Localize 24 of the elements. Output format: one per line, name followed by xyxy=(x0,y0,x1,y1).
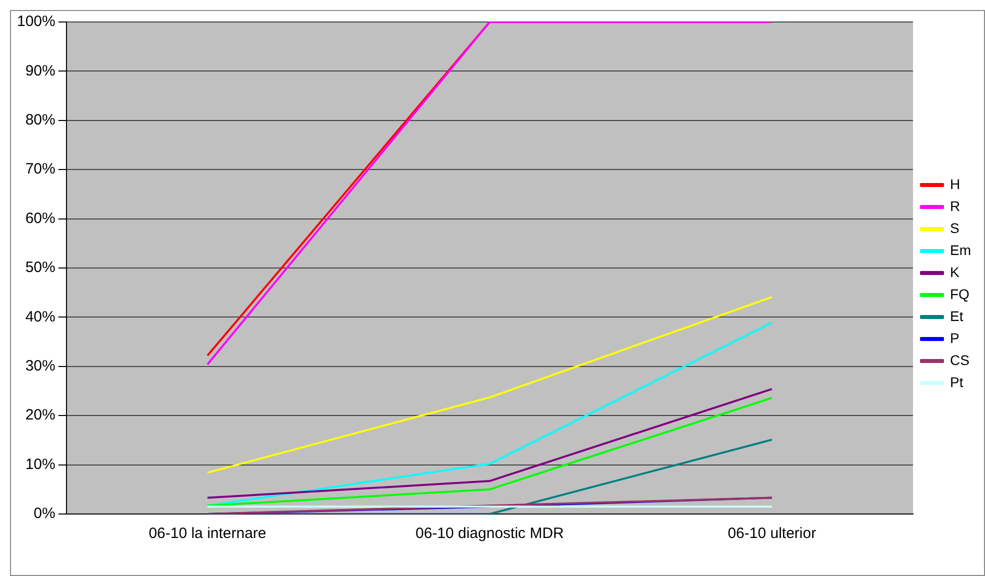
y-tick-label: 100% xyxy=(16,13,56,30)
legend-label: Et xyxy=(950,308,964,324)
legend-label: FQ xyxy=(950,286,970,302)
y-tick-label: 40% xyxy=(25,308,56,326)
y-tick-label: 30% xyxy=(25,358,56,375)
legend-label: CS xyxy=(950,352,970,368)
legend-label: Pt xyxy=(950,374,964,390)
x-tick-label: 06-10 la internare xyxy=(148,525,266,542)
legend-label: Em xyxy=(950,242,971,258)
legend-label: K xyxy=(950,264,960,280)
y-tick-label: 20% xyxy=(25,406,56,424)
legend-label: S xyxy=(950,220,960,236)
y-tick-label: 0% xyxy=(34,505,56,522)
x-tick-label: 06-10 diagnostic MDR xyxy=(415,525,564,542)
legend-label: H xyxy=(950,176,960,192)
y-tick-label: 60% xyxy=(25,210,56,227)
y-tick-label: 70% xyxy=(25,160,56,178)
legend-label: P xyxy=(950,330,960,346)
y-tick-label: 50% xyxy=(25,259,56,276)
y-tick-label: 90% xyxy=(25,62,56,80)
legend-label: R xyxy=(950,198,960,214)
y-tick-label: 80% xyxy=(25,112,56,129)
x-tick-label: 06-10 ulterior xyxy=(728,525,816,542)
y-tick-label: 10% xyxy=(25,456,56,473)
